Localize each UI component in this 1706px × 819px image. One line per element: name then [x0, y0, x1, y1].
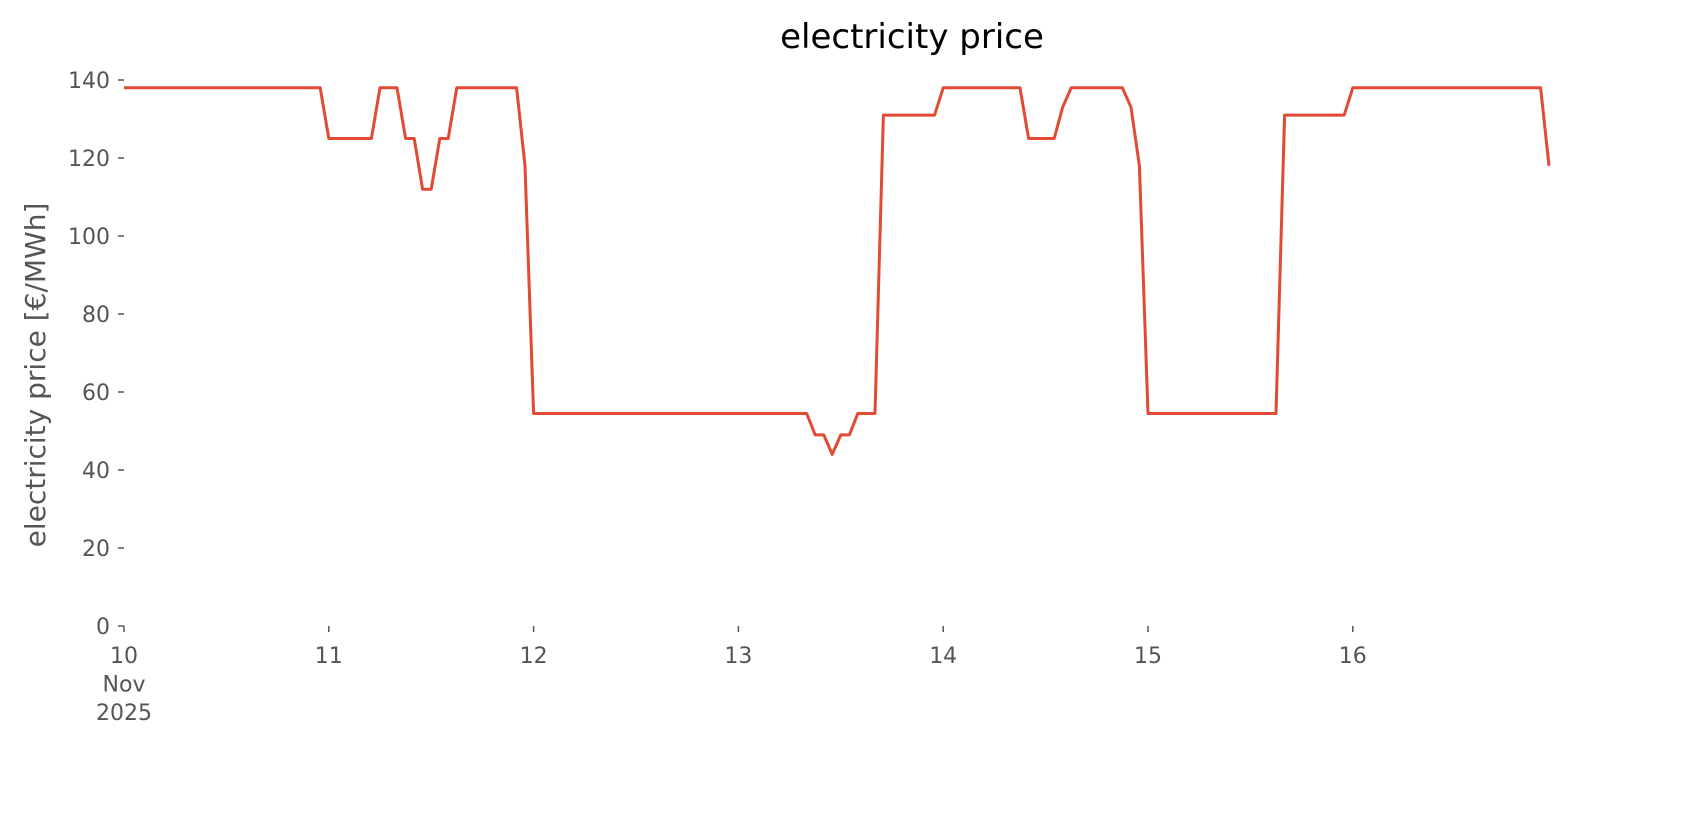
y-tick-label: 100	[68, 225, 110, 250]
x-tick-label: 16	[1339, 644, 1367, 669]
x-tick-label: 12	[520, 644, 548, 669]
y-tick-label: 140	[68, 69, 110, 94]
x-tick-label: 11	[315, 644, 343, 669]
y-tick-label: 40	[82, 459, 110, 484]
line	[124, 86, 1551, 456]
y-tick-label: 120	[68, 147, 110, 172]
y-tick-label: 80	[82, 303, 110, 328]
y-tick-label: 0	[96, 615, 110, 640]
x-tick-label: 15	[1134, 644, 1162, 669]
chart-title: electricity price	[780, 17, 1044, 57]
y-axis-label: electricity price [€/MWh]	[19, 203, 52, 548]
x-tick-label: 13	[724, 644, 752, 669]
y-tick-label: 60	[82, 381, 110, 406]
x-tick-label: 10 Nov 2025	[96, 644, 152, 726]
x-tick-label: 14	[929, 644, 957, 669]
y-tick-label: 20	[82, 537, 110, 562]
